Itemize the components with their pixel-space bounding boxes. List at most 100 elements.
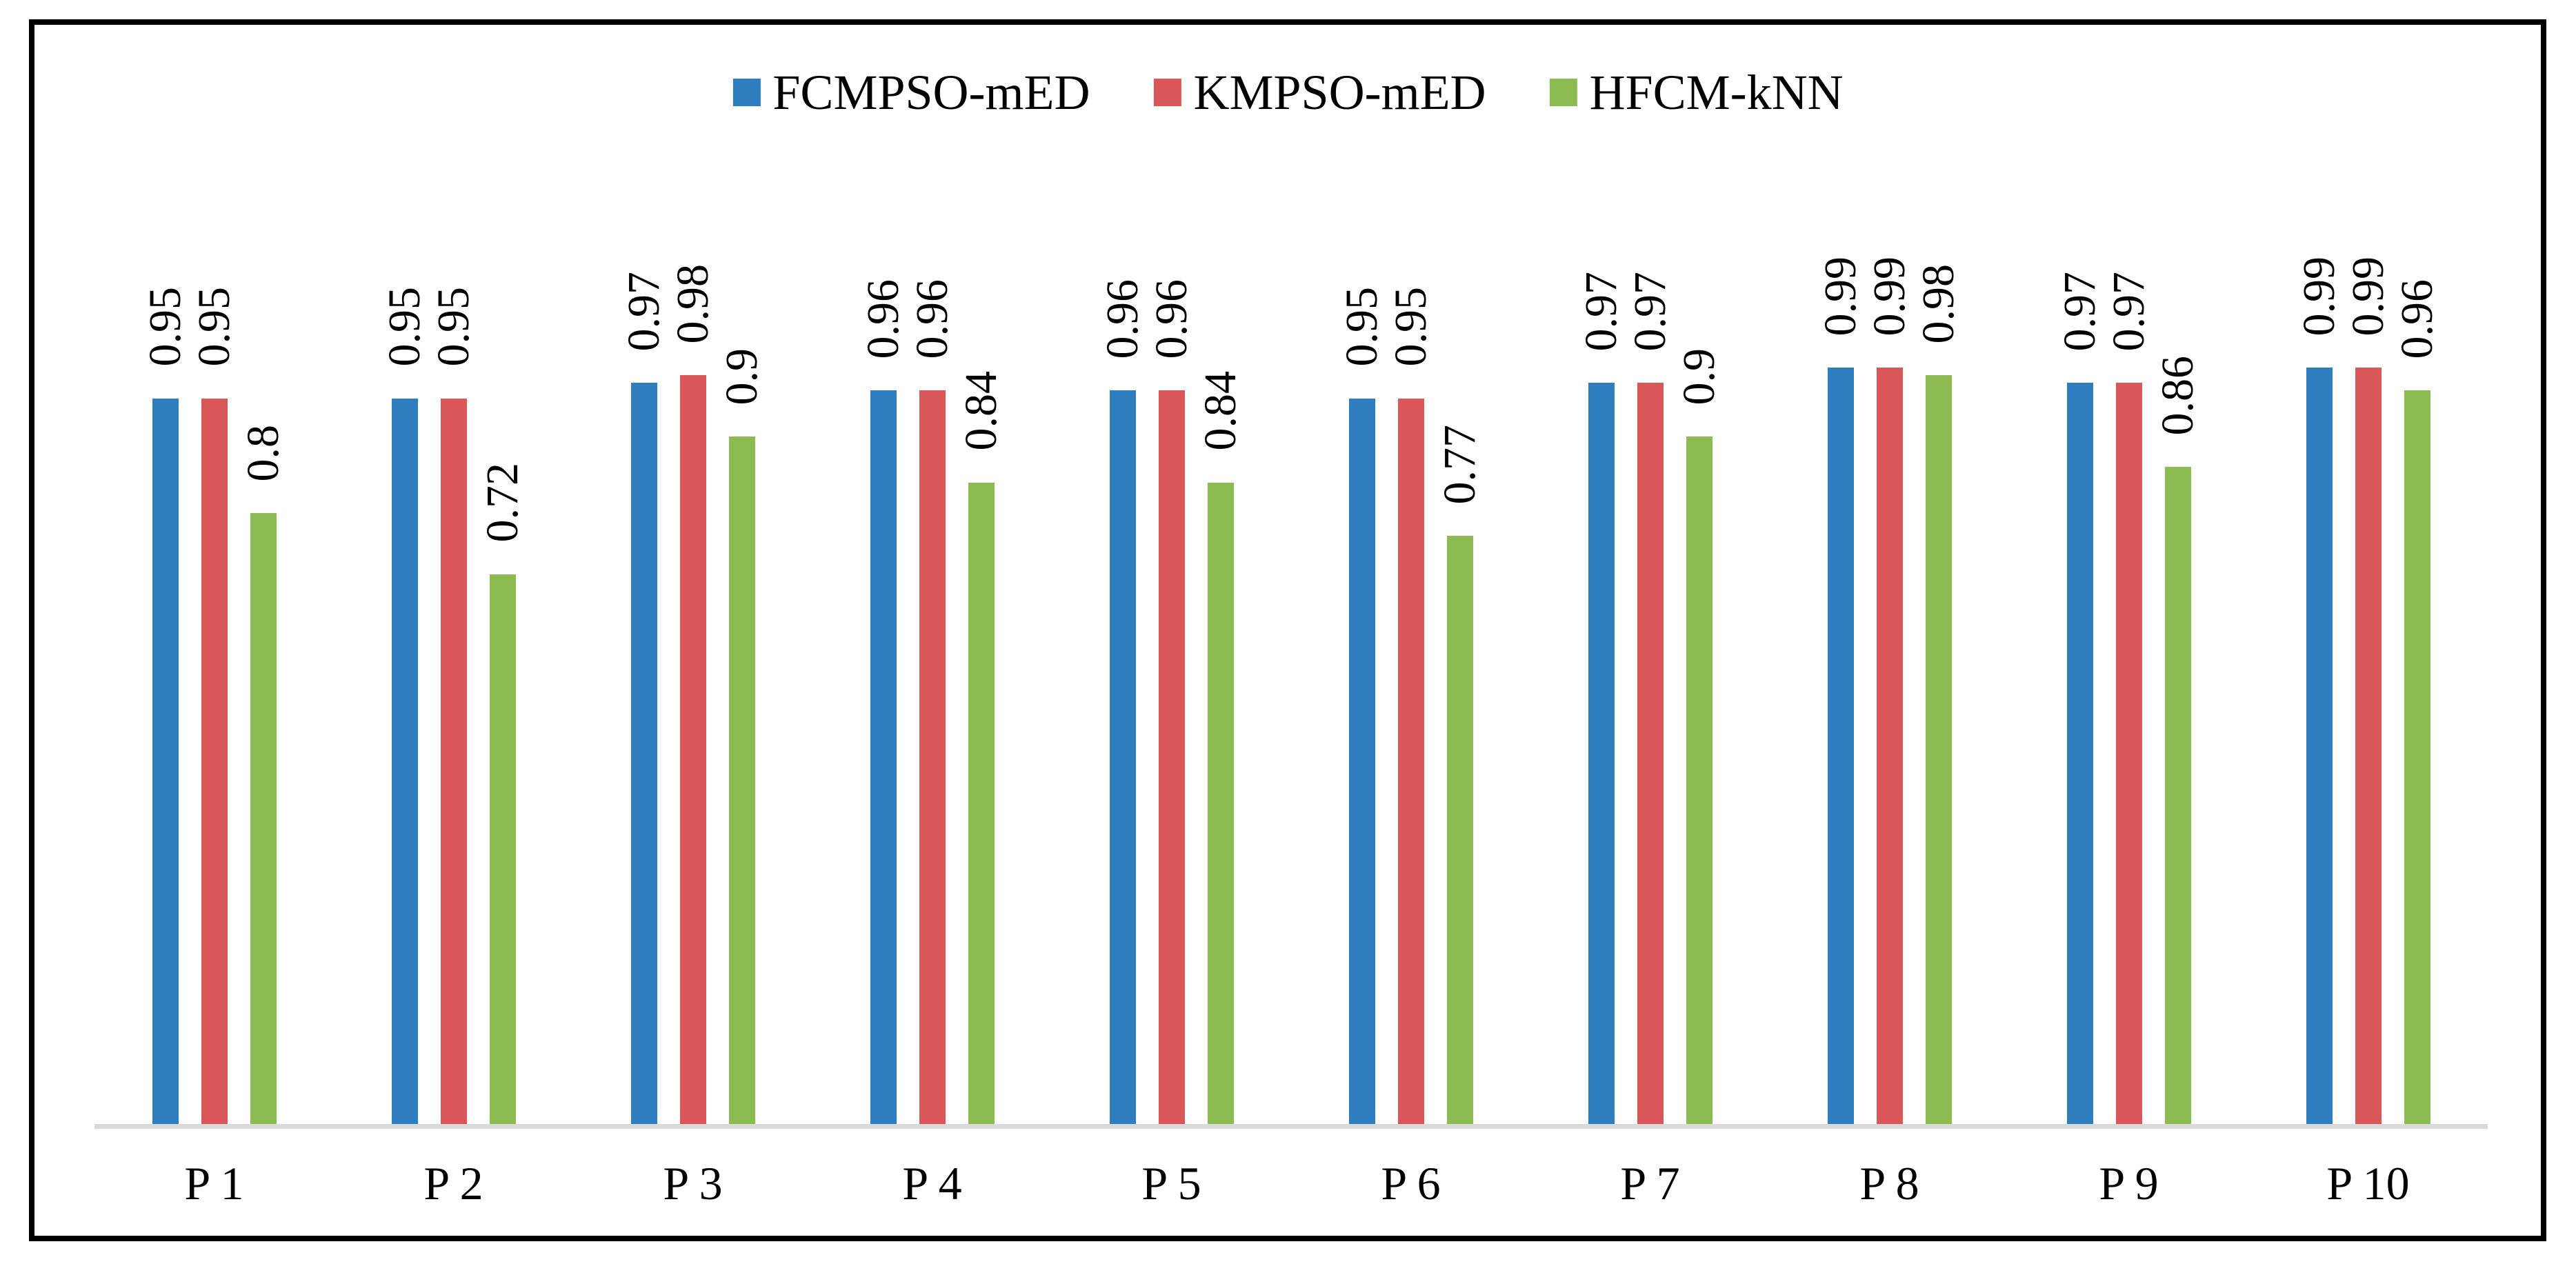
x-axis-label: P 7 xyxy=(1620,1157,1680,1210)
bar-wrap: 0.97 xyxy=(619,272,669,1125)
bar-value-label: 0.9 xyxy=(1673,348,1724,405)
legend-label: KMPSO-mED xyxy=(1193,65,1486,120)
bar-kmpso-med-p6 xyxy=(1397,398,1424,1125)
bar-value-label: 0.98 xyxy=(667,263,718,344)
bar-value-label: 0.95 xyxy=(428,287,479,367)
bar-kmpso-med-p8 xyxy=(1876,368,1903,1125)
bar-hfcm-knn-p9 xyxy=(2164,467,2191,1125)
bar-wrap: 0.84 xyxy=(956,360,1006,1125)
x-axis-label: P 6 xyxy=(1381,1157,1441,1210)
legend-item-fcmpso-med: FCMPSO-mED xyxy=(732,68,1090,117)
bar-group-p8: 0.99 0.99 0.98 xyxy=(1770,257,2009,1125)
bar-wrap: 0.84 xyxy=(1195,360,1246,1125)
bar-kmpso-med-p5 xyxy=(1158,390,1185,1125)
bar-wrap: 0.95 xyxy=(140,287,190,1125)
bar-wrap: 0.77 xyxy=(1435,360,1485,1125)
bar-value-label: 0.9 xyxy=(716,348,767,405)
bar-hfcm-knn-p8 xyxy=(1925,375,1952,1125)
bar-value-label: 0.84 xyxy=(1195,371,1246,451)
bar-wrap: 0.97 xyxy=(1576,272,1626,1125)
legend-swatch-icon xyxy=(1153,79,1181,106)
bar-hfcm-knn-p2 xyxy=(489,574,516,1125)
bar-hfcm-knn-p4 xyxy=(968,482,995,1125)
bar-value-label: 0.86 xyxy=(2152,355,2203,436)
bar-value-label: 0.97 xyxy=(1575,271,1626,352)
x-axis-line xyxy=(94,1124,2488,1129)
bar-wrap: 0.96 xyxy=(858,279,908,1125)
bar-wrap: 0.95 xyxy=(1337,287,1387,1125)
x-axis-label: P 9 xyxy=(2099,1157,2159,1210)
bar-kmpso-med-p7 xyxy=(1637,383,1664,1125)
bar-value-label: 0.72 xyxy=(477,463,528,543)
bar-fcmpso-med-p2 xyxy=(391,398,418,1125)
x-axis-label: P 1 xyxy=(184,1157,244,1210)
bar-value-label: 0.99 xyxy=(2342,256,2393,337)
bar-hfcm-knn-p3 xyxy=(728,437,755,1125)
bar-value-label: 0.84 xyxy=(955,371,1006,451)
bar-wrap: 0.9 xyxy=(1674,348,1724,1125)
bar-value-label: 0.97 xyxy=(1624,271,1675,352)
legend-item-hfcm-knn: HFCM-kNN xyxy=(1549,65,1844,120)
bar-wrap: 0.8 xyxy=(238,360,288,1125)
bar-group-p4: 0.96 0.96 0.84 xyxy=(812,279,1052,1125)
bar-value-label: 0.96 xyxy=(906,279,957,359)
bar-kmpso-med-p9 xyxy=(2115,383,2142,1125)
bar-value-label: 0.99 xyxy=(1815,256,1866,337)
bar-group-p10: 0.99 0.99 0.96 xyxy=(2248,257,2488,1125)
bar-wrap: 0.99 xyxy=(1815,257,1866,1125)
bar-value-label: 0.96 xyxy=(2391,279,2442,359)
bar-wrap: 0.95 xyxy=(379,287,430,1125)
bar-kmpso-med-p1 xyxy=(201,398,228,1125)
plot-area: 0.95 0.95 0.8 0.95 0.95 0.72 0.97 0.98 0.9 0.96 0.… xyxy=(94,257,2488,1125)
bar-wrap: 0.86 xyxy=(2153,356,2203,1125)
bar-hfcm-knn-p7 xyxy=(1686,437,1713,1125)
bar-wrap: 0.96 xyxy=(1097,279,1148,1125)
bar-value-label: 0.97 xyxy=(2103,271,2154,352)
bar-value-label: 0.96 xyxy=(1097,279,1148,359)
bar-group-p7: 0.97 0.97 0.9 xyxy=(1530,272,1770,1125)
bar-value-label: 0.96 xyxy=(857,279,908,359)
bar-fcmpso-med-p3 xyxy=(630,383,657,1125)
bar-wrap: 0.96 xyxy=(907,279,957,1125)
x-axis-labels: P 1 P 2 P 3 P 4 P 5 P 6 P 7 P 8 P 9 P 10 xyxy=(94,1160,2488,1207)
x-axis-label: P 5 xyxy=(1141,1157,1201,1210)
bar-value-label: 0.97 xyxy=(618,271,669,352)
bar-wrap: 0.95 xyxy=(189,287,239,1125)
bar-hfcm-knn-p6 xyxy=(1446,536,1473,1125)
bar-group-p1: 0.95 0.95 0.8 xyxy=(94,287,334,1125)
legend-swatch-icon xyxy=(732,79,761,106)
x-axis-label: P 4 xyxy=(902,1157,962,1210)
bar-wrap: 0.97 xyxy=(2104,272,2154,1125)
bar-wrap: 0.99 xyxy=(2294,257,2344,1125)
bar-group-p5: 0.96 0.96 0.84 xyxy=(1052,279,1291,1125)
bar-wrap: 0.97 xyxy=(1625,272,1675,1125)
bar-fcmpso-med-p1 xyxy=(152,398,179,1125)
bar-fcmpso-med-p10 xyxy=(2306,368,2333,1125)
bar-group-p6: 0.95 0.95 0.77 xyxy=(1291,287,1530,1125)
bar-wrap: 0.97 xyxy=(2055,272,2105,1125)
bar-wrap: 0.98 xyxy=(1913,264,1964,1125)
bar-wrap: 0.99 xyxy=(1864,257,1915,1125)
bar-value-label: 0.97 xyxy=(2054,271,2105,352)
bar-value-label: 0.96 xyxy=(1146,279,1197,359)
bar-fcmpso-med-p6 xyxy=(1348,398,1375,1125)
bar-wrap: 0.96 xyxy=(2392,279,2442,1125)
bar-value-label: 0.99 xyxy=(2293,256,2344,337)
bar-group-p3: 0.97 0.98 0.9 xyxy=(573,264,812,1125)
legend-label: FCMPSO-mED xyxy=(772,65,1090,120)
legend-swatch-icon xyxy=(1549,79,1577,106)
bar-value-label: 0.95 xyxy=(1336,287,1387,367)
x-axis-label: P 10 xyxy=(2326,1157,2410,1210)
bar-value-label: 0.98 xyxy=(1913,263,1964,344)
bar-value-label: 0.8 xyxy=(237,424,288,482)
bar-wrap: 0.72 xyxy=(477,360,528,1125)
bar-wrap: 0.96 xyxy=(1146,279,1197,1125)
bar-kmpso-med-p10 xyxy=(2355,368,2382,1125)
legend-label: HFCM-kNN xyxy=(1589,65,1844,120)
x-axis-label: P 8 xyxy=(1859,1157,1919,1210)
bar-fcmpso-med-p8 xyxy=(1827,368,1854,1125)
bar-hfcm-knn-p1 xyxy=(250,513,277,1125)
legend: FCMPSO-mED KMPSO-mED HFCM-kNN xyxy=(732,65,1844,120)
bar-fcmpso-med-p4 xyxy=(870,390,897,1125)
bar-value-label: 0.95 xyxy=(188,287,239,367)
